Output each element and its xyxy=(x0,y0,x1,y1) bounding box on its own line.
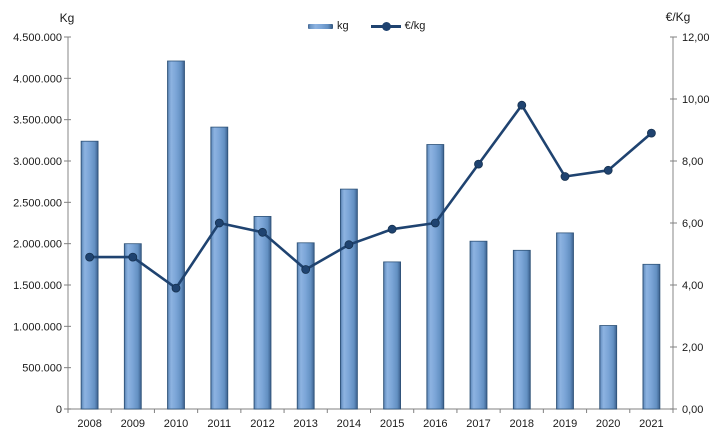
line-marker-2009 xyxy=(128,252,138,262)
bar-2013 xyxy=(296,242,315,410)
x-axis-category-label: 2008 xyxy=(77,418,101,430)
x-axis-category-label: 2019 xyxy=(553,418,577,430)
right-axis-tick-label: 6,00 xyxy=(682,218,703,230)
bar-2009 xyxy=(123,243,142,410)
right-axis-tick-label: 10,00 xyxy=(682,94,710,106)
legend-label-eur-kg: €/kg xyxy=(404,20,426,32)
x-axis-category-label: 2010 xyxy=(164,418,188,430)
x-axis-category-label: 2013 xyxy=(293,418,317,430)
bar-2015 xyxy=(383,261,402,410)
bar-2008 xyxy=(80,140,99,410)
bar-2010 xyxy=(167,60,185,410)
line-marker-2013 xyxy=(301,265,311,274)
line-marker-2020 xyxy=(603,165,613,175)
x-axis-category-label: 2021 xyxy=(639,418,663,430)
left-axis-tick-label: 4.000.000 xyxy=(13,73,62,85)
bar-series-swatch-icon xyxy=(308,23,333,29)
x-axis-category-label: 2015 xyxy=(380,418,404,430)
line-marker-2021 xyxy=(647,128,656,138)
line-marker-2012 xyxy=(258,227,267,237)
eur-per-kg-line xyxy=(88,103,653,290)
right-axis-tick-label: 2,00 xyxy=(682,342,703,354)
line-marker-2019 xyxy=(560,172,570,181)
line-marker-2018 xyxy=(517,100,527,110)
bar-2020 xyxy=(599,325,618,410)
line-series-swatch-icon xyxy=(370,21,401,31)
bar-2017 xyxy=(469,240,488,410)
right-axis-title: €/Kg xyxy=(665,10,691,24)
line-marker-2015 xyxy=(387,224,397,234)
x-axis-category-label: 2014 xyxy=(337,418,361,430)
right-axis-tick-label: 12,00 xyxy=(682,32,710,44)
x-axis-category-label: 2011 xyxy=(207,418,231,430)
left-axis-tick-label: 4.500.000 xyxy=(13,32,62,44)
legend-item-eur-kg: €/kg xyxy=(370,20,426,32)
bar-2011 xyxy=(210,126,229,410)
x-axis-category-label: 2012 xyxy=(250,418,274,430)
bar-2012 xyxy=(253,215,272,410)
chart-legend: kg €/kg xyxy=(308,20,425,32)
right-axis-tick-label: 4,00 xyxy=(682,280,703,292)
left-axis-tick-label: 3.000.000 xyxy=(13,156,62,168)
line-marker-2017 xyxy=(474,159,483,169)
x-axis-category-label: 2017 xyxy=(466,418,490,430)
line-marker-2016 xyxy=(430,218,440,228)
line-marker-2011 xyxy=(214,218,224,228)
left-axis-tick-label: 2.500.000 xyxy=(13,197,62,209)
bar-2014 xyxy=(339,188,358,410)
line-marker-2008 xyxy=(85,252,94,262)
line-marker-2010 xyxy=(171,283,181,293)
left-axis-tick-label: 1.000.000 xyxy=(13,321,62,333)
bar-2018 xyxy=(512,249,531,410)
left-axis-tick-label: 3.500.000 xyxy=(13,115,62,127)
bar-2021 xyxy=(642,263,661,410)
x-axis-category-label: 2009 xyxy=(121,418,145,430)
left-axis-tick-label: 0 xyxy=(56,404,62,416)
line-marker-2014 xyxy=(344,240,354,250)
left-axis-tick-label: 1.500.000 xyxy=(13,280,62,292)
bar-2019 xyxy=(556,232,574,410)
x-axis-category-label: 2020 xyxy=(596,418,620,430)
left-axis-title: Kg xyxy=(59,11,75,25)
bar-2016 xyxy=(426,144,445,410)
x-axis-category-label: 2018 xyxy=(510,418,534,430)
legend-label-kg: kg xyxy=(337,20,349,32)
legend-item-kg: kg xyxy=(308,20,349,32)
right-axis-tick-label: 8,00 xyxy=(682,156,703,168)
left-axis-tick-label: 500.000 xyxy=(22,363,62,375)
left-axis-tick-label: 2.000.000 xyxy=(13,239,62,251)
x-axis-category-label: 2016 xyxy=(423,418,447,430)
right-axis-tick-label: 0,00 xyxy=(682,404,703,416)
